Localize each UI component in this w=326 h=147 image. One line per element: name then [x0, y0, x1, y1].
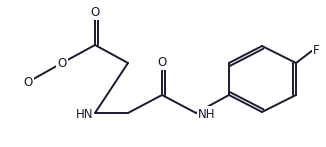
Text: NH: NH	[198, 107, 215, 121]
Text: F: F	[313, 44, 319, 56]
Text: O: O	[23, 76, 33, 88]
Text: HN: HN	[76, 107, 93, 121]
Text: O: O	[90, 5, 100, 19]
Text: O: O	[157, 56, 167, 69]
Text: O: O	[57, 56, 67, 70]
